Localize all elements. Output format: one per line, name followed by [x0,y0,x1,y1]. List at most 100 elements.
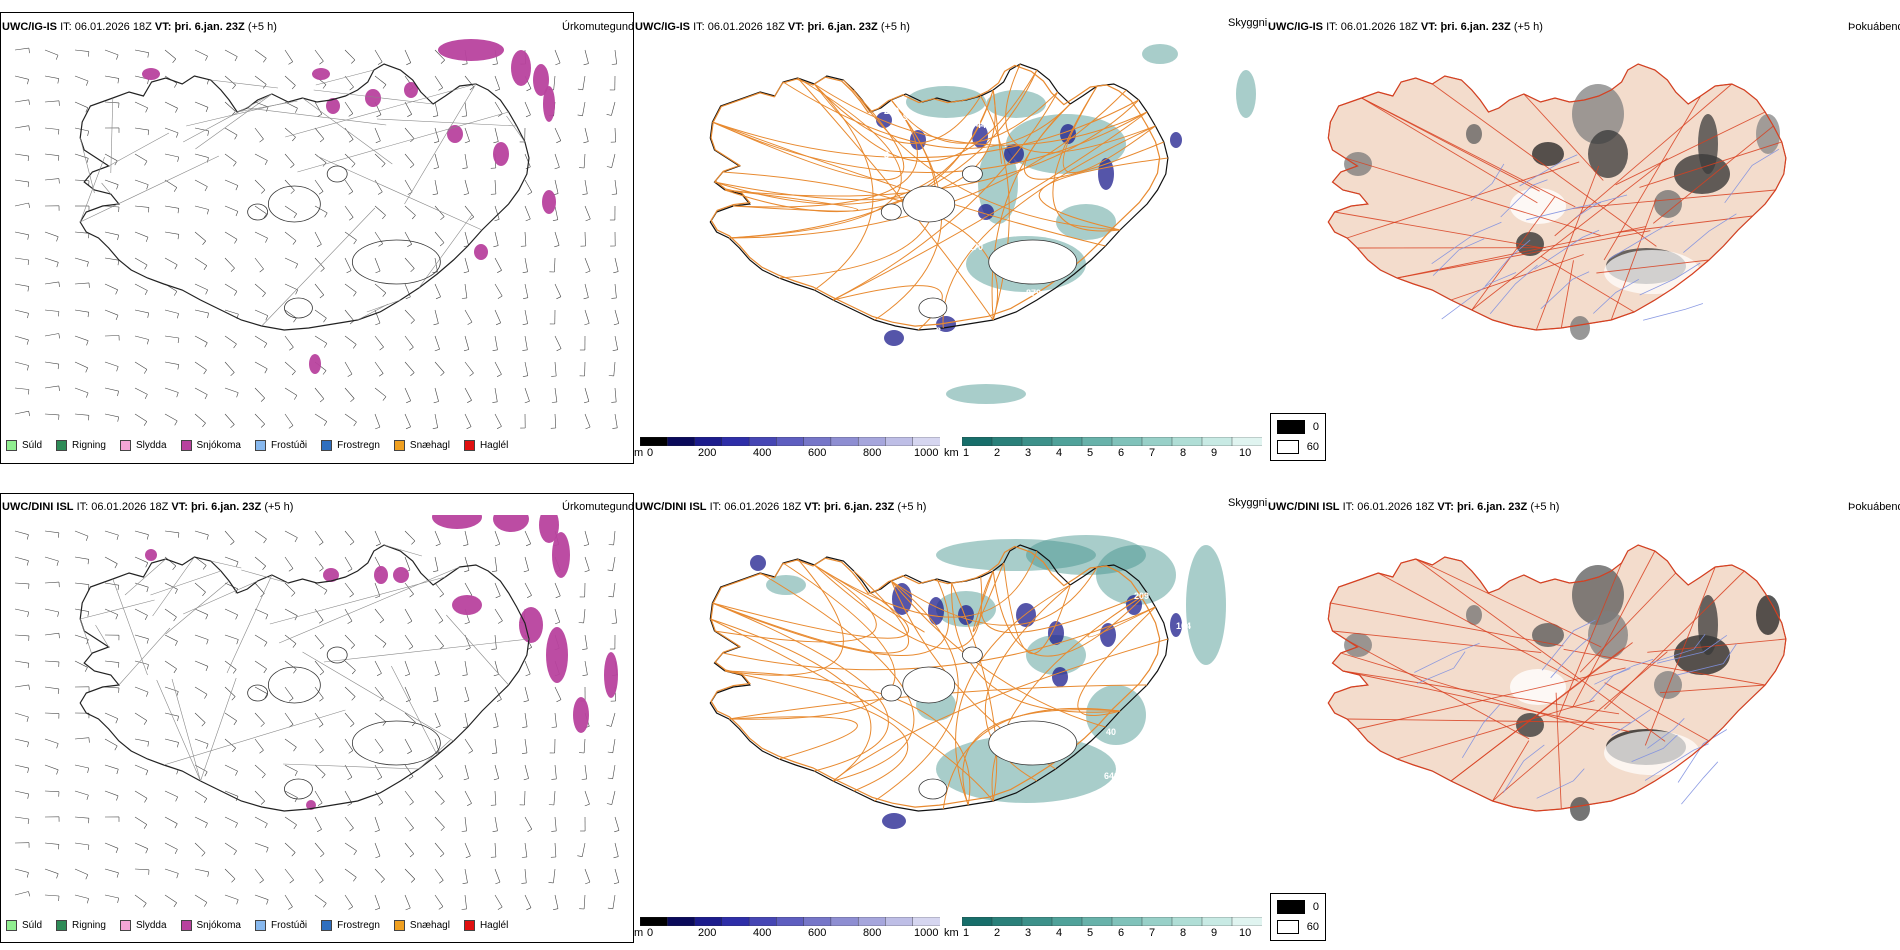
vis-value-label: 40 [1106,727,1116,737]
legend-item: Haglél [463,920,508,931]
ceiling-colorbar-2 [640,917,940,926]
colorbar-cell [803,917,832,926]
precip-title-2: Úrkomutegund [562,501,635,513]
vis-value-label: 168 [960,723,975,733]
legend-item: Snæhagl [393,920,450,931]
vis-tick: 1 [963,927,970,939]
vis-value-label: 16 [1054,691,1064,701]
fog-legend-1: 0 60 [1270,413,1326,461]
colorbar-cell [1021,917,1053,926]
ceiling-colorbar-labels-1: m 0 200 400 600 800 1000 [634,447,954,461]
vis-value-label: 879 [1026,288,1041,298]
vis-tick: 7 [1149,447,1156,459]
legend-item: Slydda [119,440,167,451]
vis-value-label: 176 [1092,601,1107,611]
vis-value-label: 3 [884,150,889,160]
colorbar-cell [962,437,993,446]
swatch-frostregn [321,440,333,451]
colorbar-cell [721,437,750,446]
vis-value-label: 209 [1134,591,1149,601]
vis-tick: 2 [994,447,1001,459]
colorbar-cell [1201,917,1233,926]
ceiling-tick: 600 [808,927,827,939]
fog-title-2: Þokuábendi [1848,501,1900,513]
ceiling-tick: 0 [647,927,654,939]
legend-item: Frostregn [321,440,380,451]
colorbar-cell [1141,917,1173,926]
colorbar-cell [912,917,940,926]
vis-value-label: 273 [1068,797,1083,807]
ceiling-tick: 1000 [914,927,939,939]
colorbar-cell [1081,437,1113,446]
vis-tick: 9 [1211,447,1218,459]
fog-title-1: Þokuábendi [1848,21,1900,33]
vis-tick: 9 [1211,927,1218,939]
vis-tick: 6 [1118,447,1125,459]
colorbar-cell [694,437,723,446]
colorbar-cell [885,437,914,446]
vis-tick: 7 [1149,927,1156,939]
vis-colorbar-labels-1: km 1 2 3 4 5 6 7 8 9 10 [944,447,1264,461]
vis-value-label: 170 [968,242,983,252]
swatch-snaehagl [393,920,405,931]
legend-item: Súld [6,920,42,931]
ceiling-unit: m [634,927,644,939]
vis-value-label: 190 [898,112,913,122]
swatch-snjokoma [180,920,192,931]
vis-value-label: 415 [1066,300,1081,310]
vis-unit: km [944,447,959,459]
vis-colorbar-labels-2: km 1 2 3 4 5 6 7 8 9 10 [944,927,1264,941]
vis-value-label: 336 [1050,290,1065,300]
colorbar-cell [1171,917,1203,926]
swatch-slydda [119,920,131,931]
swatch-frostudi [254,440,266,451]
vis-unit: km [944,927,959,939]
colorbar-cell [1051,917,1083,926]
colorbar-cell [748,437,778,446]
colorbar-cell [1051,437,1083,446]
ceiling-tick: 1000 [914,447,939,459]
ceiling-tick: 800 [863,447,882,459]
vis-header-2: UWC/DINI ISL IT: 06.01.2026 18Z VT: þri.… [635,501,927,513]
fog-legend-row: 0 [1277,900,1319,914]
vis-tick: 4 [1056,927,1063,939]
colorbar-cell [830,917,859,926]
colorbar-cell [857,917,887,926]
vis-tick: 8 [1180,927,1187,939]
colorbar-cell [803,437,832,446]
fog-legend-row: 60 [1277,440,1319,454]
colorbar-cell [694,917,723,926]
colorbar-cell [1021,437,1053,446]
swatch-snaehagl [393,440,405,451]
fog-swatch-black [1277,900,1305,914]
vis-value-label: 640 [1104,771,1119,781]
vis-value-label: 73 [1090,294,1100,304]
legend-item: Frostúði [254,440,307,451]
vis-title-1: Skyggni [1228,17,1268,29]
fog-header-2: UWC/DINI ISL IT: 06.01.2026 18Z VT: þri.… [1268,501,1560,513]
colorbar-cell [857,437,887,446]
fog-header-1: UWC/IG-IS IT: 06.01.2026 18Z VT: þri. 6.… [1268,21,1543,33]
colorbar-cell [962,917,993,926]
colorbar-cell [991,437,1023,446]
vis-value-label: 3 [1176,601,1181,611]
vis-value-label: 40 [922,819,932,829]
precip-panel-frame-2 [0,493,634,943]
vis-value-label: 511 [918,342,933,352]
colorbar-cell [1111,437,1143,446]
ceiling-tick: 0 [647,447,654,459]
legend-item: Slydda [119,920,167,931]
precip-map-1 [14,39,619,430]
ceiling-tick: 600 [808,447,827,459]
swatch-haglel [463,920,475,931]
colorbar-cell [748,917,778,926]
colorbar-cell [721,917,750,926]
precip-header-1: UWC/IG-IS IT: 06.01.2026 18Z VT: þri. 6.… [2,21,277,33]
legend-item: Snjókoma [180,920,241,931]
precip-map-2 [14,515,620,911]
vis-value-label: 10 [932,821,942,831]
ceiling-tick: 400 [753,927,772,939]
fog-map-1 [1327,63,1787,340]
